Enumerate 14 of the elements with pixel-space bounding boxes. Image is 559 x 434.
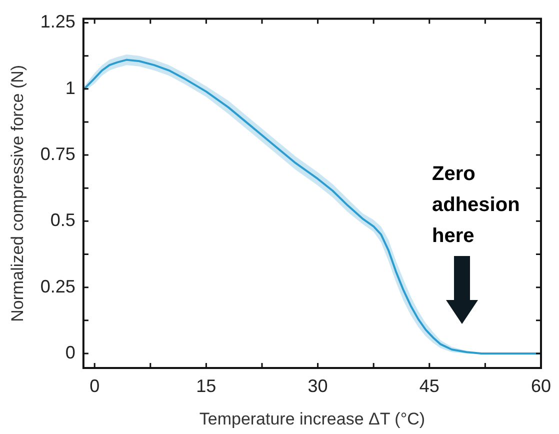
y-tick-label: 0.5: [50, 210, 76, 230]
x-axis-title: Temperature increase ΔT (°C): [199, 409, 426, 428]
x-tick-label: 30: [308, 376, 328, 396]
y-tick-label: 0.75: [40, 144, 76, 164]
x-tick-label: 45: [419, 376, 440, 396]
x-tick-label: 0: [90, 376, 100, 396]
y-tick-label: 1: [65, 78, 76, 98]
x-tick-label: 60: [530, 376, 552, 396]
x-tick-label: 15: [196, 376, 216, 396]
y-axis-title: Normalized compressive force (N): [8, 64, 27, 322]
annotation: Zero adhesion here: [432, 163, 520, 247]
y-tick-label: 1.25: [40, 12, 76, 32]
y-tick-label: 0.25: [40, 276, 76, 296]
y-tick-label: 0: [65, 342, 76, 362]
